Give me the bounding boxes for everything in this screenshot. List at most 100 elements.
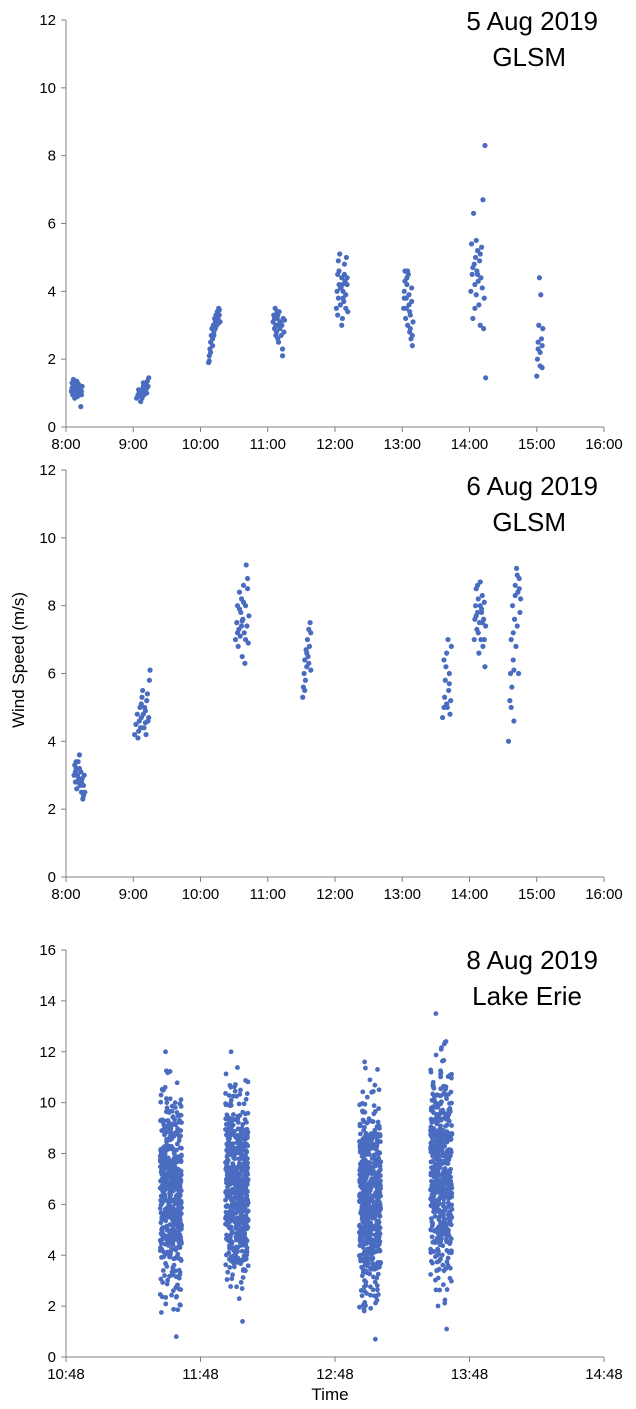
data-point bbox=[227, 1103, 233, 1109]
data-point bbox=[164, 1100, 170, 1106]
y-tick-label: 2 bbox=[48, 1298, 56, 1315]
data-point bbox=[446, 1157, 451, 1162]
data-point bbox=[536, 275, 543, 281]
data-point bbox=[359, 1208, 364, 1214]
data-point bbox=[341, 261, 348, 267]
data-point bbox=[512, 582, 518, 588]
data-point bbox=[474, 271, 481, 277]
data-point bbox=[483, 623, 489, 629]
data-point bbox=[375, 1206, 381, 1211]
data-point bbox=[144, 390, 150, 396]
data-point bbox=[159, 1128, 165, 1134]
data-point bbox=[368, 1197, 374, 1203]
data-point bbox=[172, 1153, 178, 1159]
x-tick-label: 9:00 bbox=[119, 886, 148, 903]
data-point bbox=[364, 1094, 370, 1100]
data-point bbox=[445, 1074, 451, 1079]
panel-annotation-line1: 8 Aug 2019 bbox=[466, 945, 598, 975]
data-point bbox=[444, 1326, 450, 1332]
data-point bbox=[437, 1111, 443, 1117]
data-point bbox=[473, 292, 479, 298]
data-point bbox=[142, 704, 148, 711]
x-tick-label: 14:00 bbox=[451, 886, 489, 903]
data-point bbox=[534, 373, 540, 379]
data-point bbox=[374, 1275, 380, 1281]
data-point bbox=[159, 1171, 165, 1177]
data-point bbox=[165, 1277, 171, 1283]
data-point bbox=[366, 1151, 372, 1157]
data-point bbox=[359, 1224, 365, 1230]
data-point bbox=[441, 657, 447, 663]
data-point bbox=[375, 1271, 381, 1277]
data-point bbox=[163, 1179, 169, 1185]
data-point bbox=[475, 630, 481, 636]
data-point bbox=[516, 586, 522, 592]
data-point bbox=[281, 317, 288, 323]
data-point bbox=[240, 582, 247, 588]
x-tick-label: 8:00 bbox=[51, 886, 80, 903]
data-point bbox=[244, 1170, 250, 1176]
data-point bbox=[357, 1177, 363, 1183]
data-point bbox=[223, 1214, 229, 1219]
x-tick-label: 12:00 bbox=[316, 436, 354, 453]
data-point bbox=[435, 1148, 441, 1154]
data-point bbox=[239, 653, 245, 660]
data-point bbox=[240, 1258, 246, 1263]
data-point bbox=[239, 1168, 245, 1174]
data-point bbox=[178, 1112, 184, 1118]
data-point bbox=[441, 1201, 446, 1207]
data-point bbox=[216, 307, 222, 313]
data-point bbox=[369, 1212, 375, 1218]
data-point bbox=[513, 565, 520, 571]
data-point bbox=[367, 1271, 373, 1277]
data-point bbox=[160, 1268, 166, 1273]
data-point bbox=[234, 1215, 240, 1221]
data-point bbox=[178, 1097, 184, 1103]
data-point bbox=[242, 1117, 248, 1122]
data-point bbox=[357, 1199, 363, 1205]
data-point bbox=[480, 197, 486, 203]
data-point bbox=[359, 1141, 364, 1147]
y-tick-label: 10 bbox=[39, 1095, 56, 1112]
data-point bbox=[366, 1227, 372, 1233]
data-point bbox=[449, 1123, 454, 1128]
data-point bbox=[335, 258, 341, 264]
data-point bbox=[244, 1195, 250, 1200]
x-tick-label: 11:00 bbox=[250, 886, 286, 903]
data-point bbox=[212, 326, 218, 332]
data-point bbox=[223, 1190, 229, 1195]
data-point bbox=[446, 670, 452, 677]
data-point bbox=[176, 1173, 182, 1179]
data-point bbox=[479, 592, 485, 599]
data-point bbox=[235, 1186, 240, 1192]
data-point bbox=[236, 606, 243, 612]
x-tick-label: 14:48 bbox=[585, 1366, 623, 1383]
data-point bbox=[481, 636, 487, 643]
data-point bbox=[435, 1177, 441, 1183]
data-point bbox=[469, 271, 475, 277]
data-point bbox=[428, 1272, 434, 1277]
data-point bbox=[482, 142, 488, 149]
data-point bbox=[446, 681, 452, 687]
data-point bbox=[357, 1236, 363, 1241]
data-point bbox=[160, 1280, 166, 1285]
y-tick-label: 0 bbox=[48, 869, 56, 886]
data-point bbox=[231, 1261, 237, 1267]
data-point bbox=[234, 1231, 240, 1237]
data-point bbox=[167, 1096, 173, 1102]
data-point bbox=[240, 1275, 246, 1280]
data-point bbox=[431, 1209, 436, 1215]
data-point bbox=[429, 1223, 435, 1229]
data-point bbox=[438, 1071, 444, 1077]
data-point bbox=[434, 1259, 440, 1265]
data-point bbox=[74, 786, 80, 792]
data-point bbox=[359, 1101, 365, 1106]
data-point bbox=[371, 1111, 377, 1117]
data-point bbox=[171, 1170, 176, 1176]
data-point bbox=[169, 1272, 174, 1278]
data-point bbox=[435, 1246, 441, 1252]
data-point bbox=[167, 1069, 173, 1074]
data-point bbox=[140, 380, 146, 386]
y-tick-label: 0 bbox=[48, 419, 56, 436]
data-point bbox=[170, 1145, 176, 1151]
